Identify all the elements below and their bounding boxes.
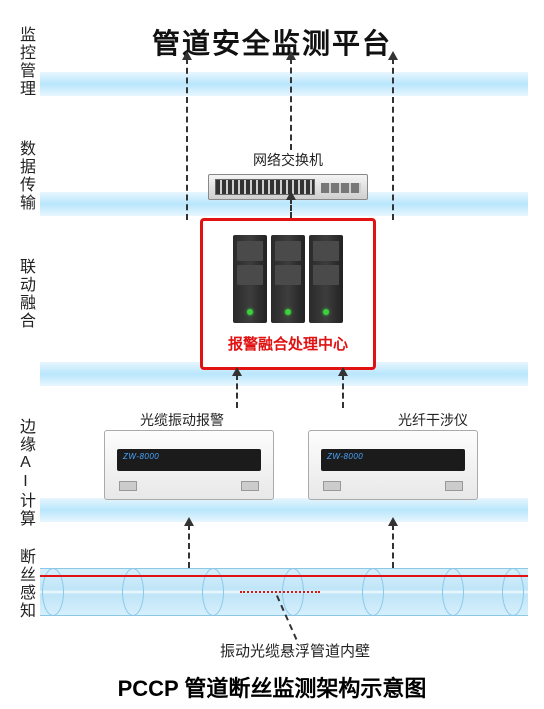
- device-left-label: 光缆振动报警: [140, 410, 224, 430]
- band-1: [40, 72, 528, 96]
- figure-caption: PCCP 管道断丝监测架构示意图: [0, 671, 544, 703]
- server-icon: [309, 235, 343, 323]
- server-icon: [271, 235, 305, 323]
- switch-label: 网络交换机: [208, 150, 368, 170]
- layer-label-monitor: 监控管理: [14, 26, 34, 98]
- alarm-fusion-center: 报警融合处理中心: [200, 218, 376, 370]
- switch-ports-icon: [215, 179, 315, 195]
- fiber-line: [40, 575, 528, 577]
- callout-text: 振动光缆悬浮管道内壁: [220, 640, 370, 661]
- arrow-up-left: [186, 58, 188, 220]
- arrow-dev-right-up: [342, 374, 344, 408]
- device-right-label: 光纤干涉仪: [398, 410, 468, 430]
- server-icon: [233, 235, 267, 323]
- layer-label-sensing: 断丝感知: [14, 548, 34, 620]
- server-rack-icon: [203, 235, 373, 323]
- arrow-switch-down: [290, 198, 292, 218]
- fiber-dotted: [240, 591, 320, 593]
- center-label: 报警融合处理中心: [203, 333, 373, 354]
- arrow-up-mid: [290, 58, 292, 150]
- switch-slots-icon: [321, 183, 361, 193]
- platform-title: 管道安全监测平台: [0, 22, 544, 62]
- band-4: [40, 498, 528, 522]
- arrow-pipe-right-up: [392, 524, 394, 568]
- device-interferometer: ZW-8000: [308, 430, 478, 500]
- device-vibration-alarm: ZW-8000: [104, 430, 274, 500]
- arrow-dev-left-up: [236, 374, 238, 408]
- arrow-pipe-left-up: [188, 524, 190, 568]
- arrow-up-right: [392, 58, 394, 220]
- layer-label-transport: 数据传输: [14, 140, 34, 212]
- layer-label-fusion: 联动融合: [14, 258, 34, 330]
- layer-label-edge-ai: 边缘AI计算: [14, 418, 34, 528]
